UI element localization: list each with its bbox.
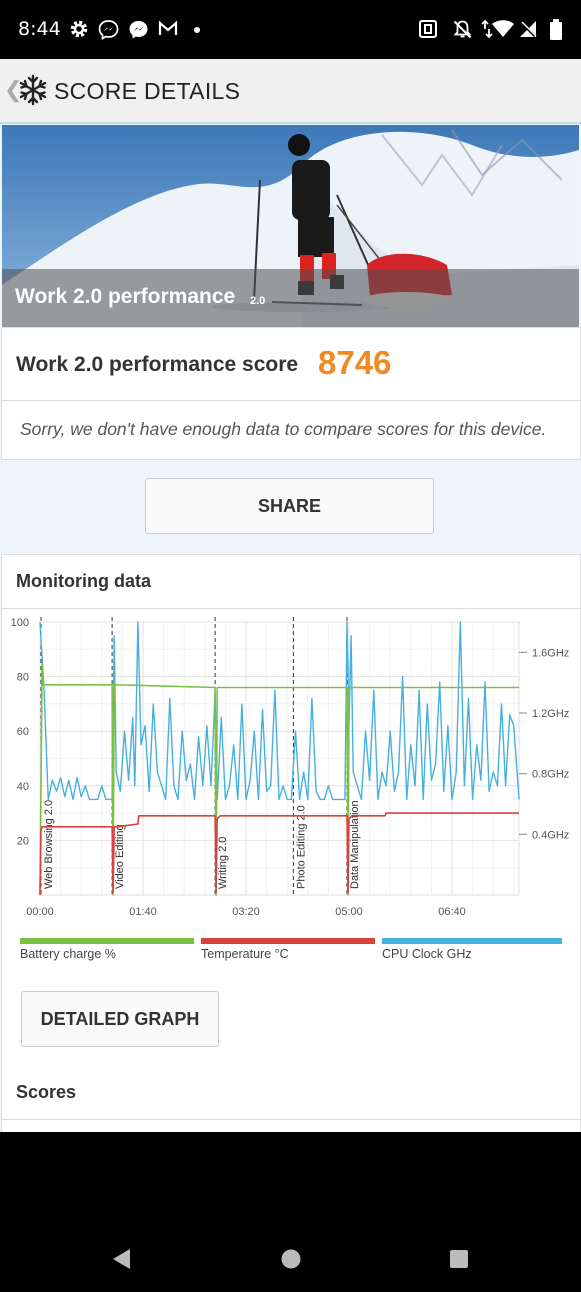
share-button[interactable]: SHARE	[145, 478, 434, 534]
data-transfer-icon	[481, 19, 493, 39]
legend-cpu-swatch	[382, 938, 562, 944]
legend-temperature-swatch	[201, 938, 375, 944]
messenger-icon	[129, 21, 148, 39]
compare-note: Sorry, we don't have enough data to comp…	[20, 419, 547, 439]
chart-series-line	[39, 812, 519, 896]
chart-y-left-tick-label: 60	[17, 726, 29, 738]
scores-title: Scores	[16, 1082, 77, 1102]
legend-battery-swatch	[20, 938, 194, 944]
chart-y-right-tick-label: 0.8GHz	[532, 769, 569, 781]
chart-section-label: Video Editing	[114, 824, 126, 889]
hero-banner: Work 2.0 performance 2.0	[2, 125, 579, 327]
chart-y-left-tick-label: 40	[17, 781, 29, 793]
nfc-icon	[419, 20, 437, 38]
status-time: 8:44	[18, 18, 61, 40]
wifi-icon	[492, 20, 514, 37]
chart-x-tick-label: 05:00	[335, 906, 363, 918]
settings-icon	[70, 20, 88, 38]
recents-square-icon[interactable]	[448, 1248, 470, 1270]
legend-cpu-label: CPU Clock GHz	[382, 947, 472, 961]
app-content: ❮ SCORE DETAILS	[0, 59, 581, 1132]
chart-section-label: Web Browsing 2.0	[43, 800, 55, 889]
hero-version: 2.0	[250, 295, 266, 307]
chart-series-line	[39, 662, 519, 896]
status-bar: 8:44	[0, 0, 581, 59]
chart-y-left-tick-label: 20	[17, 835, 29, 847]
chart-y-left-tick-label: 80	[17, 672, 29, 684]
chart-x-tick-label: 01:40	[129, 906, 157, 918]
chart-x-tick-label: 00:00	[26, 906, 54, 918]
page-title: SCORE DETAILS	[54, 78, 241, 104]
divider	[2, 1119, 580, 1120]
chart-y-right-tick-label: 1.2GHz	[532, 708, 569, 720]
snowflake-logo-icon	[19, 74, 47, 106]
chart-series-line	[39, 621, 520, 801]
chart-x-tick-label: 06:40	[438, 906, 466, 918]
monitoring-card: Monitoring data Web Browsing 2.0 Video Ed…	[1, 554, 581, 1132]
do-not-disturb-icon	[453, 20, 472, 39]
chart-y-right-tick-label: 0.4GHz	[532, 829, 569, 841]
navigation-bar	[0, 1132, 581, 1292]
back-chevron-icon[interactable]: ❮	[4, 77, 23, 102]
notification-dot-icon	[194, 27, 200, 33]
messenger-outline-icon	[98, 20, 119, 40]
detailed-graph-button[interactable]: DETAILED GRAPH	[21, 991, 219, 1047]
chart-section-label: Data Manipulation	[349, 800, 361, 889]
monitoring-chart: Web Browsing 2.0 Video Editing Writing 2.0…	[11, 617, 569, 918]
score-value: 8746	[318, 344, 392, 381]
no-signal-icon	[519, 20, 537, 38]
hero-label: Work 2.0 performance 2.0	[2, 269, 579, 327]
top-bar: ❮ SCORE DETAILS	[0, 59, 581, 124]
monitoring-title: Monitoring data	[16, 571, 151, 591]
chart-y-right-tick-label: 1.6GHz	[532, 647, 569, 659]
legend-temperature-label: Temperature °C	[201, 947, 289, 961]
chart-y-left-tick-label: 100	[11, 617, 29, 629]
home-circle-icon[interactable]	[280, 1248, 302, 1270]
chart-x-tick-label: 03:20	[232, 906, 260, 918]
divider	[2, 608, 580, 609]
divider	[2, 400, 580, 401]
back-triangle-icon[interactable]	[111, 1248, 133, 1270]
battery-icon	[550, 19, 562, 40]
hero-title: Work 2.0 performance	[15, 285, 236, 308]
score-card: Work 2.0 performance score 8746 Sorry, w…	[1, 327, 581, 460]
score-label: Work 2.0 performance score	[16, 353, 299, 376]
chart-section-label: Writing 2.0	[217, 837, 229, 889]
gmail-icon	[158, 20, 178, 35]
legend-battery-label: Battery charge %	[20, 947, 116, 961]
chart-section-label: Photo Editing 2.0	[295, 805, 307, 889]
